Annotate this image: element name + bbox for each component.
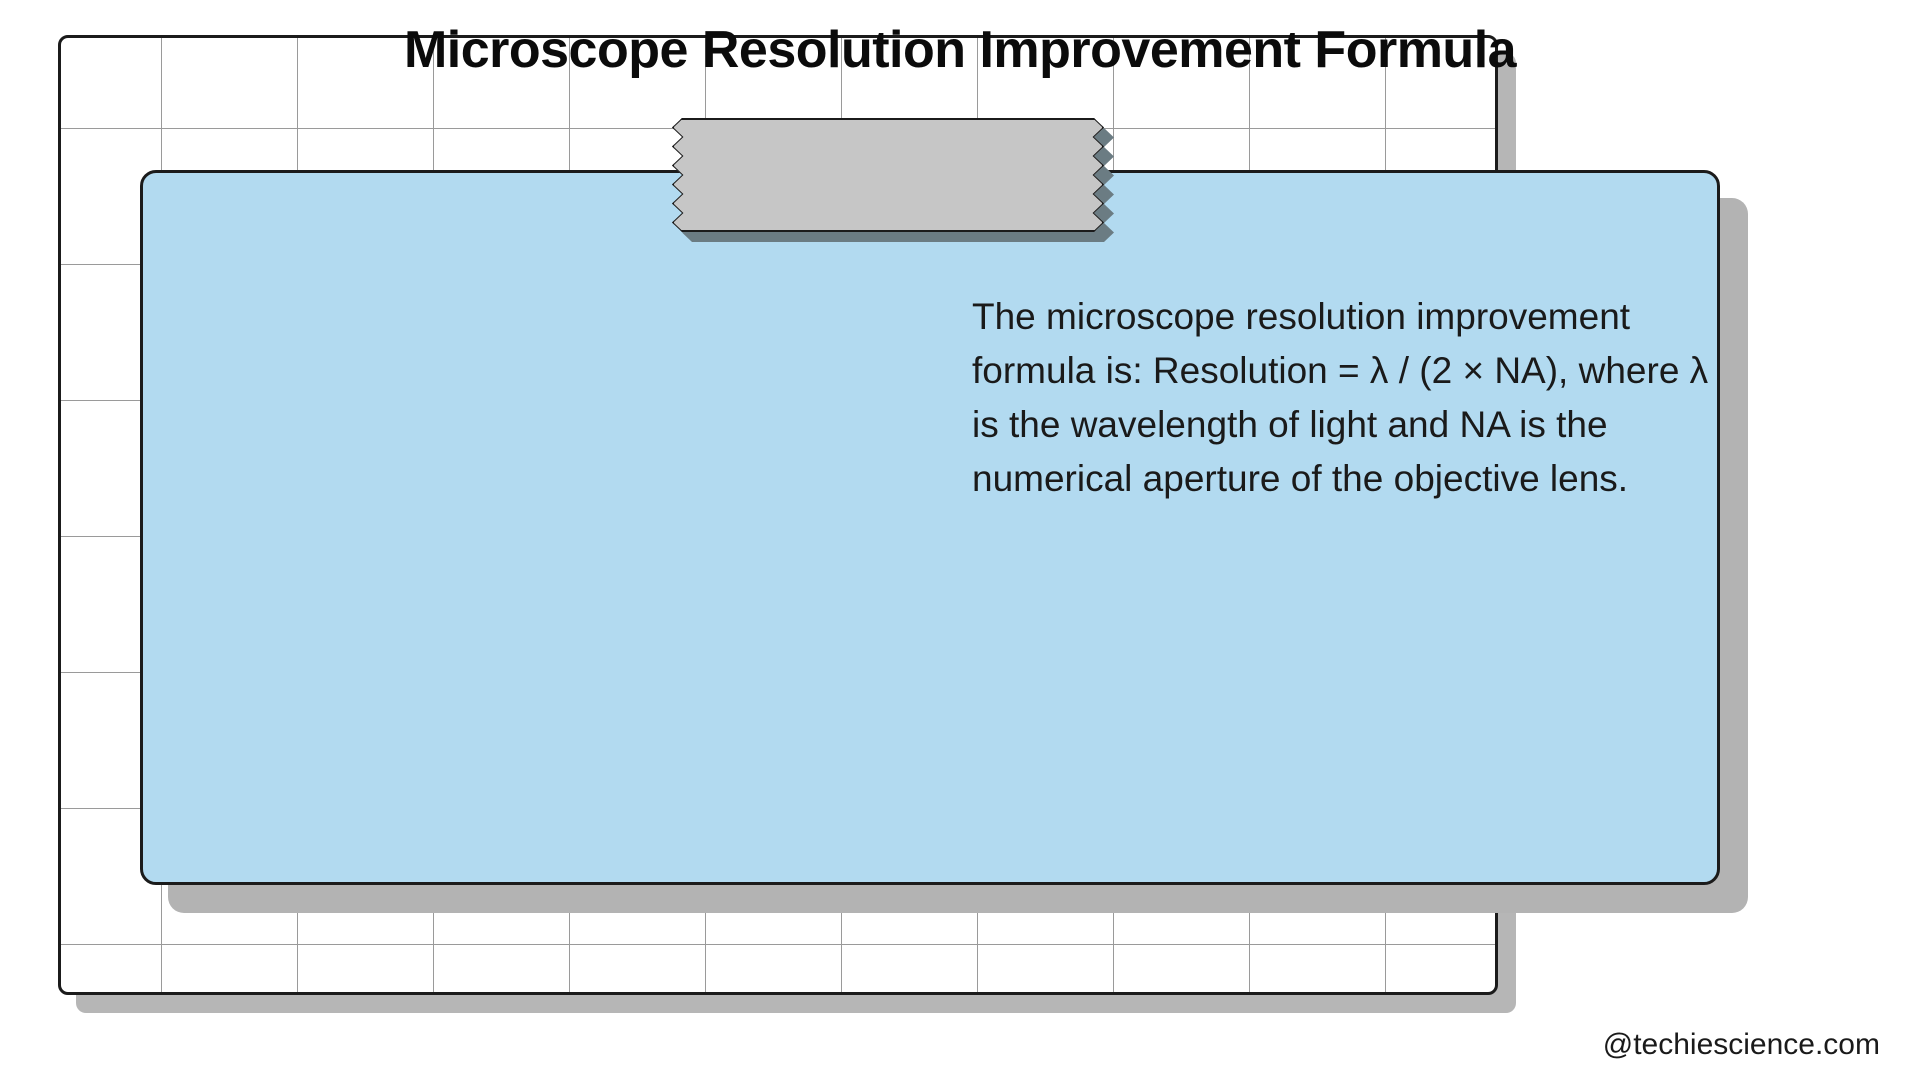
attribution-text: @techiescience.com xyxy=(1603,1028,1880,1062)
content-card xyxy=(140,170,1720,885)
infographic-canvas: Microscope Resolution Improvement Formul… xyxy=(0,0,1920,1080)
page-title: Microscope Resolution Improvement Formul… xyxy=(0,20,1920,80)
grid-line-horizontal xyxy=(61,944,1495,945)
formula-description: The microscope resolution improvement fo… xyxy=(972,290,1712,506)
tape-strip xyxy=(672,118,1104,232)
